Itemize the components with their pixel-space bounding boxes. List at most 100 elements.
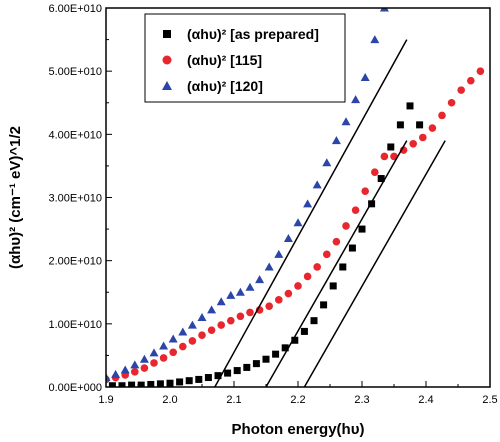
data-point-circle [159,354,168,362]
data-point-circle [179,342,187,351]
y-axis-title: (αhυ)² (cm⁻¹ eV)^1/2 [7,126,24,269]
fit-line-2 [265,140,408,387]
data-point-triangle [245,282,255,291]
data-point-circle [467,76,475,85]
data-point-circle [284,289,293,298]
data-point-circle [409,140,418,148]
x-tick-label: 2.4 [418,394,433,406]
data-point-triangle [264,262,274,271]
data-point-triangle [207,305,217,314]
data-point-triangle [197,313,207,322]
data-point-square [377,175,385,183]
data-point-triangle [159,341,169,350]
data-point-square [406,102,414,110]
data-point-square [176,378,184,386]
data-point-triangle [255,275,265,284]
data-point-circle [246,308,254,317]
data-point-circle [351,206,360,214]
data-point-square [233,367,241,375]
data-point-circle [294,282,302,290]
legend-box [144,13,346,103]
axes: 1.9 2.0 2.1 2.2 2.3 2.4 2.5 0.00E+000 1.00E+010 2… [48,3,497,406]
series-2 [106,67,485,384]
data-point-triangle [351,95,361,104]
data-point-triangle [120,365,130,374]
data-point-triangle [370,35,380,44]
y-tick-label: 2.00E+010 [48,256,102,268]
data-point-circle [303,272,312,281]
data-point-circle [140,364,149,372]
data-point-triangle [303,199,313,208]
x-tick-label: 2.0 [162,394,177,406]
data-point-triangle [216,297,226,306]
data-point-circle [361,187,370,195]
data-point-triangle [130,360,140,369]
data-point-circle [207,326,216,334]
data-point-square [128,381,136,387]
data-point-circle [323,250,331,259]
data-point-square [185,377,193,385]
series-1 [108,102,424,387]
data-point-triangle [312,180,322,189]
data-point-square [224,369,232,377]
legend-marker-square [163,30,171,38]
fit-line-3 [303,140,446,387]
data-point-square [156,380,164,387]
data-point-circle [217,321,225,329]
data-point-square [204,374,212,382]
data-point-triangle [149,348,159,357]
x-tick-label: 2.5 [482,394,497,406]
data-point-square [195,375,203,383]
data-point-triangle [106,373,111,382]
data-point-square [300,327,308,335]
data-point-triangle [178,327,188,336]
data-point-circle [313,263,322,271]
data-point-circle [380,152,389,161]
data-point-square [348,244,356,252]
data-point-circle [419,133,427,142]
data-point-square [310,317,318,325]
legend-label: (αhυ)² [as prepared] [187,26,319,42]
data-point-square [368,200,376,208]
data-point-triangle [331,136,341,145]
data-point-square [262,355,270,363]
x-tick-label: 1.9 [98,394,113,406]
data-point-circle [457,86,466,94]
data-point-triangle [379,8,389,12]
data-point-circle [150,359,158,367]
data-point-square [396,121,404,129]
data-point-square [272,350,280,358]
legend-label: (αhυ)² [120] [187,78,263,94]
y-tick-label: 3.00E+010 [48,193,102,205]
legend: (αhυ)² [as prepared] (αhυ)² [115] (αhυ)² [… [144,13,346,103]
data-point-circle [188,337,197,345]
data-point-triangle [187,320,197,329]
y-tick-label: 1.00E+010 [48,319,102,331]
y-tick-label: 5.00E+010 [48,66,102,78]
data-point-circle [428,124,437,132]
data-point-square [214,372,222,380]
data-point-circle [275,296,283,304]
data-point-triangle [341,117,351,126]
data-point-triangle [168,334,178,343]
legend-label: (αhυ)² [115] [187,52,262,68]
data-point-square [147,380,155,387]
legend-marker-circle [162,55,172,65]
data-point-square [118,382,126,387]
data-point-triangle [360,72,370,81]
data-point-circle [342,222,350,230]
data-point-square [137,381,145,387]
data-point-triangle [322,158,332,167]
data-point-square [108,382,116,387]
x-tick-label: 2.2 [290,394,305,406]
y-tick-label: 0.00E+000 [48,382,102,394]
data-point-triangle [226,290,236,299]
data-point-square [387,143,395,151]
data-point-square [320,301,328,309]
data-point-triangle [283,234,293,243]
data-point-circle [236,312,245,321]
series-layer [106,8,485,387]
data-point-circle [198,331,206,340]
data-point-triangle [293,218,303,227]
